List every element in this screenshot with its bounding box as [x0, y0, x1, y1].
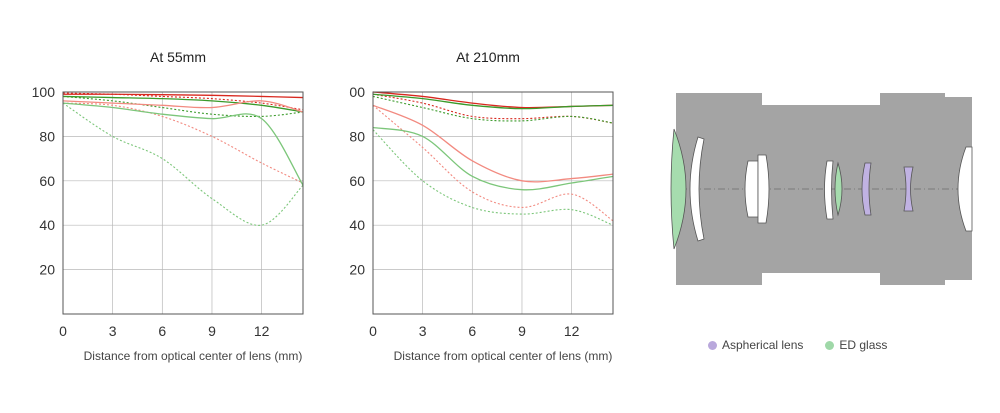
y-tick-label: 00 [349, 84, 365, 100]
series-line-5 [62, 102, 304, 184]
ed-glass-dot-icon [825, 340, 835, 350]
lens-element-group4-aspherical [903, 166, 914, 212]
mtf-chart-55mm: At 55mm 100 80 60 40 20 0 3 6 9 12 Distance from op… [32, 49, 304, 363]
series-line-2 [372, 93, 614, 110]
lens-legend: Aspherical lens ED glass [708, 338, 887, 352]
y-tick-label: 100 [32, 84, 56, 100]
x-tick-label: 12 [564, 323, 580, 339]
series-line-4 [372, 104, 614, 183]
x-tick-label: 3 [419, 323, 427, 339]
legend-item-aspherical: Aspherical lens [708, 338, 803, 352]
lens-element-group3-ed [834, 161, 843, 217]
legend-item-ed: ED glass [825, 338, 887, 352]
x-tick-label: 6 [468, 323, 476, 339]
x-tick-label: 9 [208, 323, 216, 339]
chart-title: At 55mm [150, 49, 206, 65]
x-axis-label: Distance from optical center of lens (mm… [84, 349, 303, 363]
series-line-6 [62, 102, 304, 186]
lens-construction-diagram [670, 93, 973, 285]
x-tick-label: 0 [369, 323, 377, 339]
lens-element-group2-a [744, 160, 759, 218]
y-tick-label: 20 [349, 262, 365, 278]
lens-element-rear [957, 146, 973, 232]
x-tick-label: 3 [109, 323, 117, 339]
x-axis-label: Distance from optical center of lens (mm… [394, 349, 613, 363]
x-tick-label: 12 [254, 323, 270, 339]
series-line-3 [62, 95, 304, 118]
y-tick-label: 20 [39, 262, 55, 278]
series-line-6 [372, 126, 614, 191]
legend-label-aspherical: Aspherical lens [722, 338, 804, 352]
x-tick-label: 0 [59, 323, 67, 339]
series-line-5 [372, 104, 614, 222]
lens-element-front-2 [689, 136, 705, 242]
y-tick-label: 80 [39, 128, 55, 144]
lens-barrel [676, 93, 972, 285]
series-line-1 [62, 92, 304, 111]
lens-element-group2-b [757, 154, 770, 224]
lens-element-group3-aspherical [861, 162, 872, 216]
y-tick-label: 40 [39, 217, 55, 233]
legend-label-ed: ED glass [839, 338, 888, 352]
y-tick-label: 60 [349, 173, 365, 189]
y-tick-label: 60 [39, 173, 55, 189]
lens-element-front-ed [670, 128, 687, 250]
y-tick-label: 40 [349, 217, 365, 233]
chart-title: At 210mm [456, 49, 520, 65]
series-line-7 [62, 102, 304, 226]
series-line-4 [62, 100, 304, 113]
y-tick-label: 80 [349, 128, 365, 144]
series-line-3 [372, 95, 614, 124]
series-line-2 [62, 95, 304, 113]
x-tick-label: 9 [518, 323, 526, 339]
plot-frame [372, 91, 614, 315]
x-tick-label: 6 [158, 323, 166, 339]
mtf-chart-210mm: At 210mm 00 80 60 40 20 0 3 6 9 12 Distance from op… [349, 49, 614, 363]
aspherical-dot-icon [708, 340, 717, 350]
plot-frame [62, 91, 304, 315]
lens-element-group3-a [824, 160, 834, 220]
series-line-7 [372, 129, 614, 226]
